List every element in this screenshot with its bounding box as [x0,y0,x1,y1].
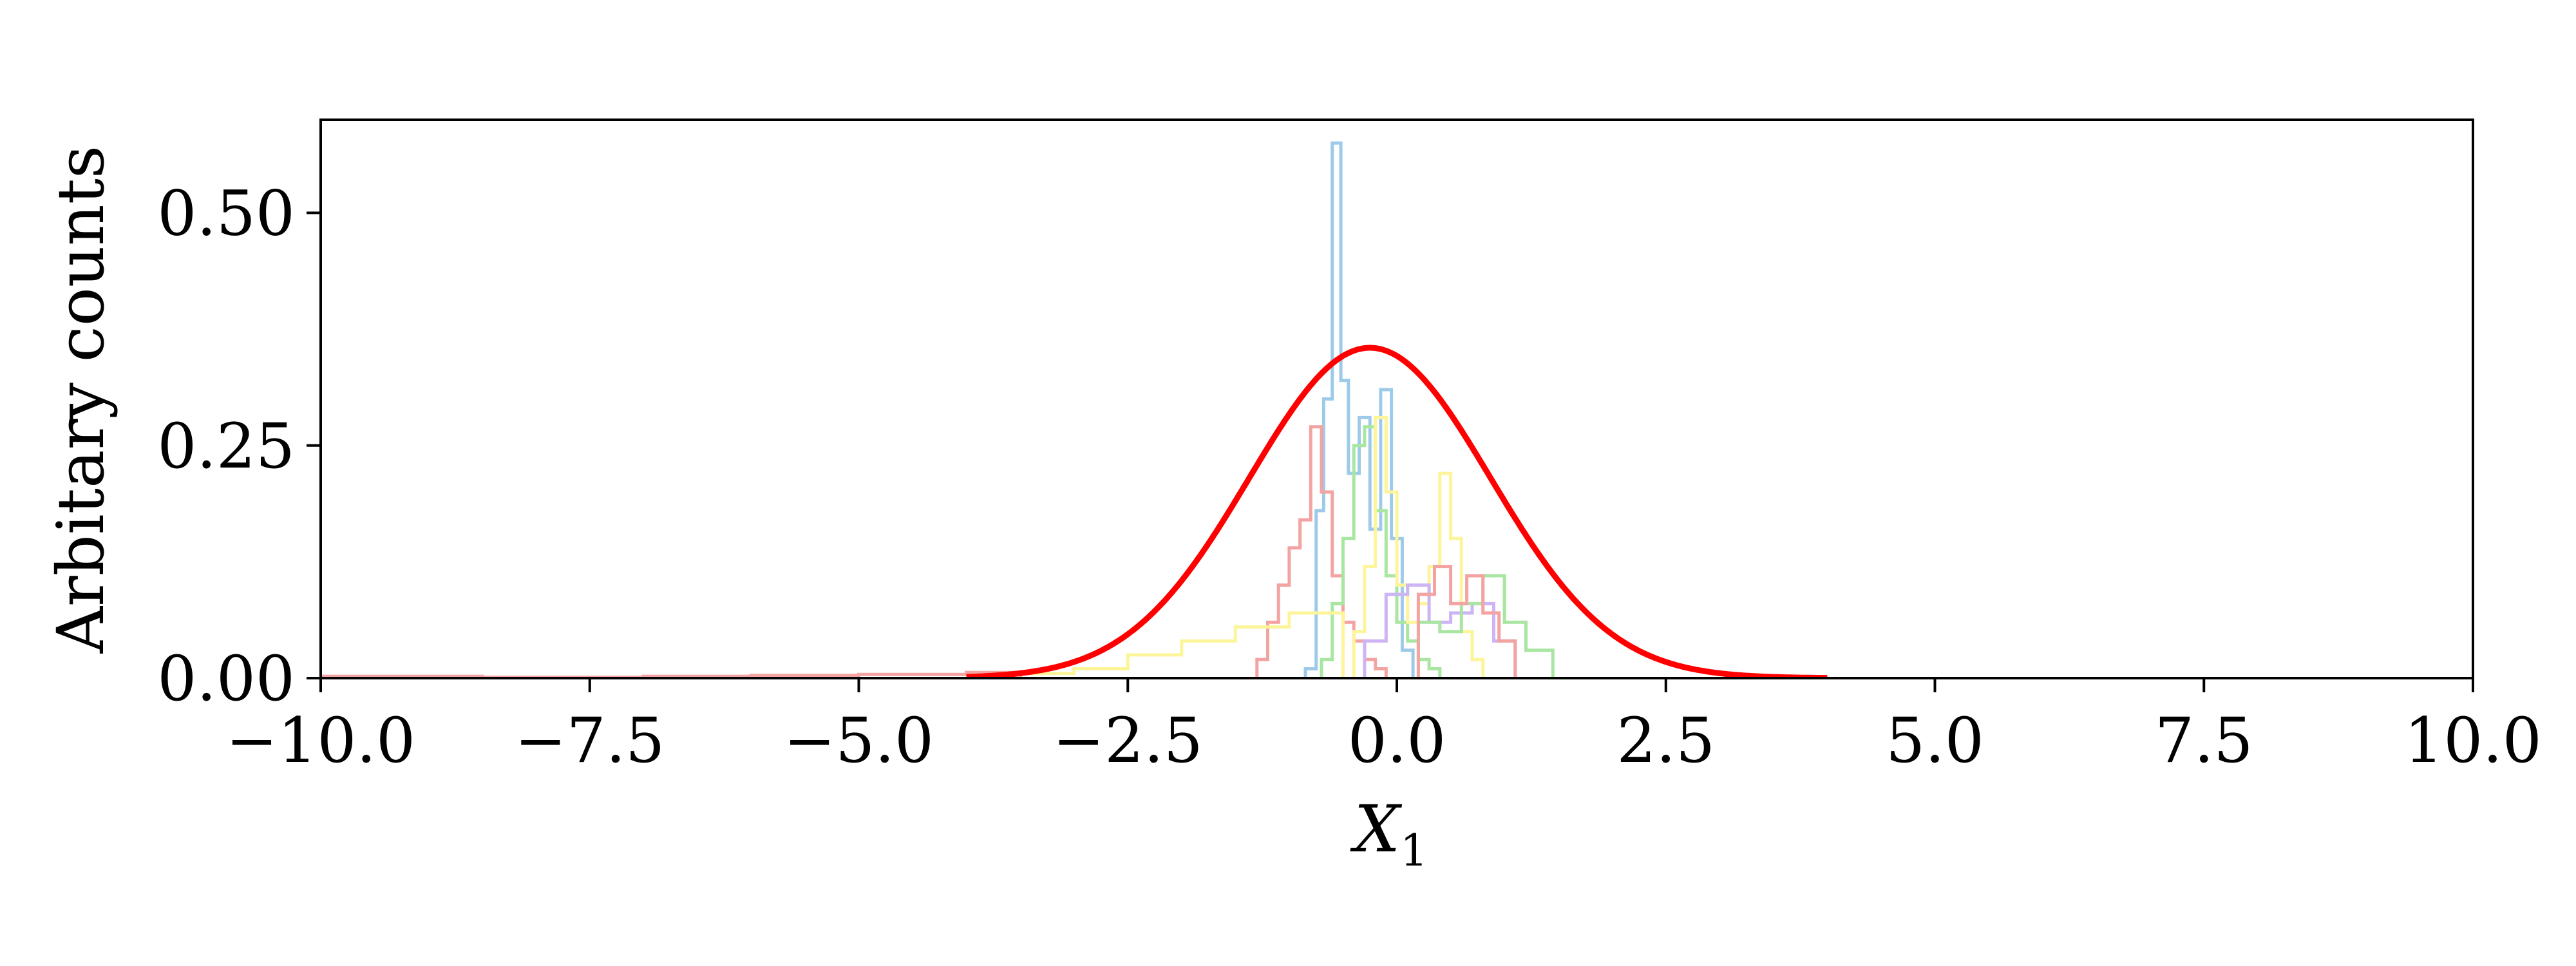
gaussian-fit-curve [966,345,1828,678]
y-tick-label: 0.00 [157,643,295,715]
x-tick-label: −2.5 [1053,705,1203,777]
histogram-step-series-2 [1320,425,1442,678]
x-axis-label-main: X [1350,791,1403,867]
histogram-step-series-6 [321,670,1022,678]
axis-layer: −10.0 −7.5 −5.0 −2.5 0.0 2.5 5.0 7.5 10.0 0.00 0.2… [157,178,2542,777]
x-tick-label: −5.0 [784,705,934,777]
x-tick-label: −10.0 [226,705,415,777]
x-tick-label: 2.5 [1616,705,1715,777]
x-axis-label-subscript: 1 [1400,826,1428,876]
x-tick-label: 0.0 [1348,705,1446,777]
x-tick-label: 7.5 [2155,705,2253,777]
y-tick-label: 0.50 [157,178,295,250]
x-axis-label: X1 [1350,791,1428,876]
x-tick-label: 5.0 [1886,705,1984,777]
y-axis-label: Arbitary counts [43,146,118,654]
x-tick-label: 10.0 [2404,705,2542,777]
histogram-step-series-5 [1018,611,1345,678]
y-tick-label: 0.25 [157,410,295,482]
histogram-step-series-8 [1416,565,1517,678]
series-layer [321,141,1828,678]
x-tick-label: −7.5 [515,705,665,777]
